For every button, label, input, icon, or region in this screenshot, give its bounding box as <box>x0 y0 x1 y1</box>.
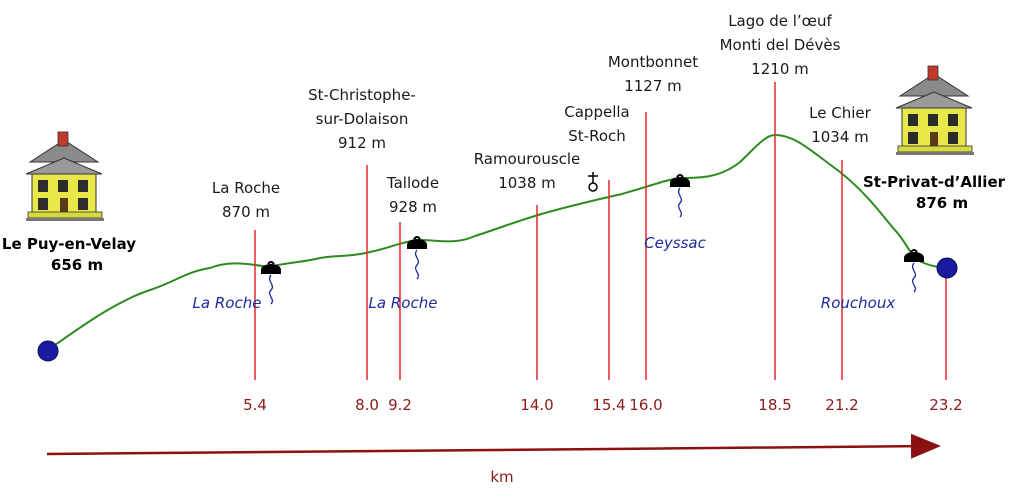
water-source-icon <box>260 261 282 305</box>
distance-label: 18.5 <box>758 396 791 414</box>
distance-label: 9.2 <box>388 396 412 414</box>
distance-label: 5.4 <box>243 396 267 414</box>
waypoint-label: 1210 m <box>751 60 809 78</box>
spring-label: La Roche <box>193 294 262 312</box>
distance-axis-arrow <box>46 433 941 459</box>
end-distance-label: 23.2 <box>929 396 962 414</box>
waypoint-label: La Roche <box>212 179 280 197</box>
water-source-icon <box>669 174 691 218</box>
house-icon <box>25 131 105 222</box>
distance-label: 14.0 <box>520 396 553 414</box>
water-source-icon <box>406 236 428 280</box>
waypoint-label: 1034 m <box>811 128 869 146</box>
spring-label: La Roche <box>369 294 438 312</box>
spring-label: Ceyssac <box>644 234 706 252</box>
distance-label: 21.2 <box>825 396 858 414</box>
waypoint-label: 1127 m <box>624 77 682 95</box>
waypoint-label: Lago de l’œuf <box>728 12 832 30</box>
waypoint-label: St-Christophe- <box>308 86 416 104</box>
end-elevation: 876 m <box>916 194 968 212</box>
waypoint-markers: La Roche 870 m 5.4 St-Christophe-sur-Dolais… <box>212 12 872 414</box>
chapel-icon <box>588 172 598 192</box>
waypoint-label: Monti del Dévès <box>720 36 841 54</box>
waypoint-label: sur-Dolaison <box>316 110 409 128</box>
start-point-marker <box>37 340 59 362</box>
axis-label: km <box>490 468 513 486</box>
water-source-icon <box>903 249 925 293</box>
end-point-marker <box>936 257 958 279</box>
spring-label: Rouchoux <box>821 294 896 312</box>
waypoint-label: 912 m <box>338 134 386 152</box>
distance-label: 15.4 <box>592 396 625 414</box>
waypoint-label: Montbonnet <box>608 53 698 71</box>
waypoint-label: St-Roch <box>568 127 626 145</box>
waypoint-label: 1038 m <box>498 174 556 192</box>
distance-label: 16.0 <box>629 396 662 414</box>
elevation-profile-line <box>47 133 947 351</box>
waypoint-label: 870 m <box>222 203 270 221</box>
waypoint-label: 928 m <box>389 198 437 216</box>
waypoint-label: Ramourouscle <box>474 150 581 168</box>
waypoint-label: Le Chier <box>809 104 871 122</box>
distance-label: 8.0 <box>355 396 379 414</box>
waypoint-label: Cappella <box>564 103 629 121</box>
waypoint-label: Tallode <box>386 174 439 192</box>
end-name: St-Privat-d’Allier <box>863 173 1006 191</box>
start-elevation: 656 m <box>51 256 103 274</box>
house-icon <box>895 65 975 156</box>
start-name: Le Puy-en-Velay <box>2 235 136 253</box>
